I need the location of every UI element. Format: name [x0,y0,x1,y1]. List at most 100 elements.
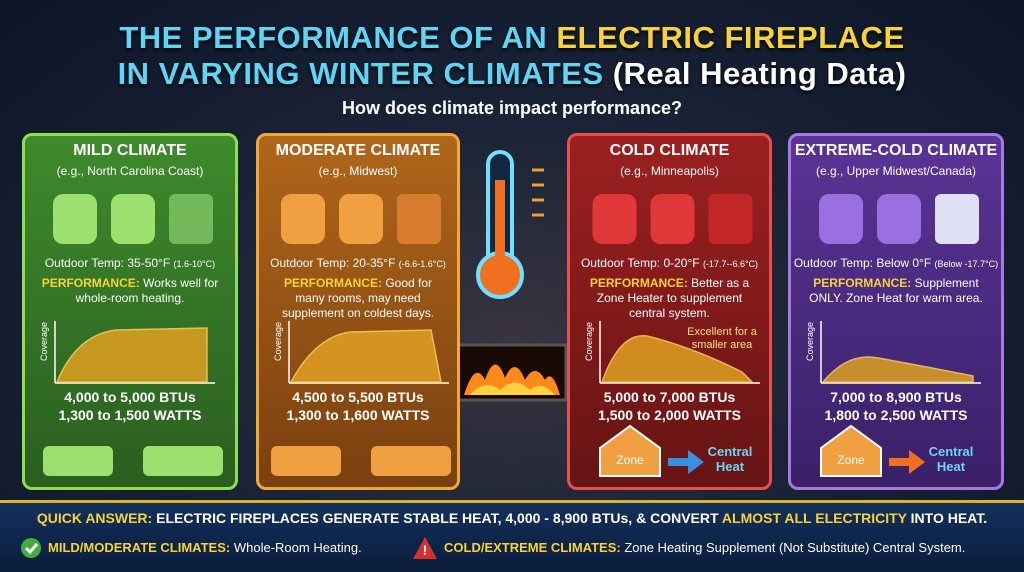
central-word: Central [929,444,974,459]
coverage-area [289,329,442,383]
card-example: (e.g., Minneapolis) [620,164,719,178]
clothing-icons [819,194,979,244]
performance: PERFORMANCE: Works well for whole-room h… [39,276,221,306]
btus: 7,000 to 8,900 BTUs [830,389,962,405]
temp-label: Outdoor Temp: [793,256,873,270]
mild-label: MILD/MODERATE CLIMATES: [48,540,231,555]
btus: 4,000 to 5,000 BTUs [64,389,196,405]
icon [592,194,637,244]
icon [397,194,441,244]
card-example: (e.g., Upper Midwest/Canada) [815,164,977,178]
svg-text:!: ! [423,542,428,558]
sofa-icon [371,446,451,476]
title: THE PERFORMANCE OF AN ELECTRIC FIREPLACE… [0,20,1024,92]
btus: 4,500 to 5,500 BTUs [292,389,424,405]
coverage-area [55,327,208,383]
card-title: EXTREME-COLD CLIMATE [794,142,998,159]
center-art [456,150,568,402]
card-art: Coverage [39,194,223,476]
title-text: THE PERFORMANCE OF AN [119,20,557,55]
coverage-area [821,356,974,383]
bottom-icons: Zone Central Heat [820,424,974,477]
watts: 1,300 to 1,500 WATTS [58,407,202,423]
axis-label: Coverage [273,322,283,361]
temp-value: 20-35°F [352,256,396,270]
card-art: Coverage Zone Central Heat [805,194,981,477]
outdoor-temp: Outdoor Temp: 20-35°F (-6.6-1.6°C) [259,256,457,270]
house-icon [820,424,882,477]
central-word: Heat [937,459,966,474]
check-icon [21,538,41,558]
card-art: Coverage [271,194,451,476]
power-specs: 5,000 to 7,000 BTUs 1,500 to 2,000 WATTS [570,388,769,424]
quick-answer: QUICK ANSWER: ELECTRIC FIREPLACES GENERA… [0,510,1024,526]
icon [169,194,213,244]
card-art: Coverage Zone Central Heat [584,194,760,477]
mild-text: Whole-Room Heating. [230,540,362,555]
watts: 1,500 to 2,000 WATTS [598,407,741,423]
perf-text: Good for many rooms, may need supplement… [281,276,435,320]
temp-value: 0-20°F [663,256,700,270]
power-specs: 4,000 to 5,000 BTUs 1,300 to 1,500 WATTS [25,388,235,424]
zone-label: Zone [616,453,644,467]
temp-value: 35-50°F [127,256,171,270]
performance: PERFORMANCE: Better as a Zone Heater to … [584,276,755,321]
axis-label: Coverage [39,322,49,361]
icon [819,194,863,244]
icon [281,194,325,244]
icon [339,194,383,244]
btus: 5,000 to 7,000 BTUs [603,389,736,405]
title-note: (Real Heating Data) [612,56,907,91]
qa-label: QUICK ANSWER: [36,510,153,526]
icon [111,194,155,244]
arrow [668,450,704,474]
outdoor-temp: Outdoor Temp: 0-20°F (-17.7--6.6°C) [570,256,769,270]
temp-label: Outdoor Temp: [44,256,124,270]
central-label: Central Heat [708,444,753,474]
perf-label: PERFORMANCE: [589,276,688,290]
central-word: Central [708,444,753,459]
warning-icon: ! [413,537,437,559]
outdoor-temp: Outdoor Temp: Below 0°F (Below -17.7°C) [791,256,1001,270]
perf-text: Better as a Zone Heater to supplement ce… [596,276,750,320]
climate-card: Coverage Zone Central Heat COLD CLIMATE (e.g.… [567,133,772,490]
clothing-icons [53,194,213,244]
outdoor-temp: Outdoor Temp: 35-50°F (1.6-10°C) [25,256,235,270]
temp-celsius: (-6.6-1.6°C) [398,259,446,269]
sofa-icon [43,446,113,476]
climate-card: Coverage Zone Central Heat EXTREME-COLD CLIM… [788,133,1004,490]
sofa-icon [271,446,341,476]
perf-text: Supplement ONLY. Zone Heat for warm area… [809,276,983,305]
central-label: Central Heat [929,444,974,474]
icon [650,194,695,244]
temp-label: Outdoor Temp: [580,256,661,270]
curve-note: Excellent for a smaller area [687,326,757,351]
title-highlight: ELECTRIC FIREPLACE [556,20,905,55]
perf-label: PERFORMANCE: [283,276,382,290]
card-example: (e.g., North Carolina Coast) [56,164,204,178]
icon [877,194,921,244]
climate-card: Coverage MILD CLIMATE (e.g., North Carolin… [22,133,238,490]
house-icon [599,424,661,477]
cold-label: COLD/EXTREME CLIMATES: [444,540,621,555]
footer [0,500,1024,572]
qa-text: ELECTRIC FIREPLACES GENERATE STABLE HEAT… [156,510,722,526]
temp-value: Below 0°F [876,256,932,270]
performance: PERFORMANCE: Supplement ONLY. Zone Heat … [805,276,987,306]
coverage-area [600,335,754,383]
perf-label: PERFORMANCE: [813,276,912,290]
power-specs: 4,500 to 5,500 BTUs 1,300 to 1,600 WATTS [259,388,457,424]
axis-label: Coverage [584,322,594,361]
bottom-icons [43,446,223,476]
arrow [889,450,925,474]
card-example: (e.g., Midwest) [318,164,398,178]
bottom-icons: Zone Central Heat [599,424,753,477]
qa-text: INTO HEAT. [906,510,988,526]
icon [53,194,97,244]
clothing-icons [281,194,441,244]
perf-text: Works well for whole-room heating. [75,276,219,305]
climate-card: Coverage MODERATE CLIMATE (e.g., Midwest) O… [256,133,460,490]
watts: 1,800 to 2,500 WATTS [824,407,968,423]
temp-celsius: (-17.7--6.6°C) [702,259,759,269]
